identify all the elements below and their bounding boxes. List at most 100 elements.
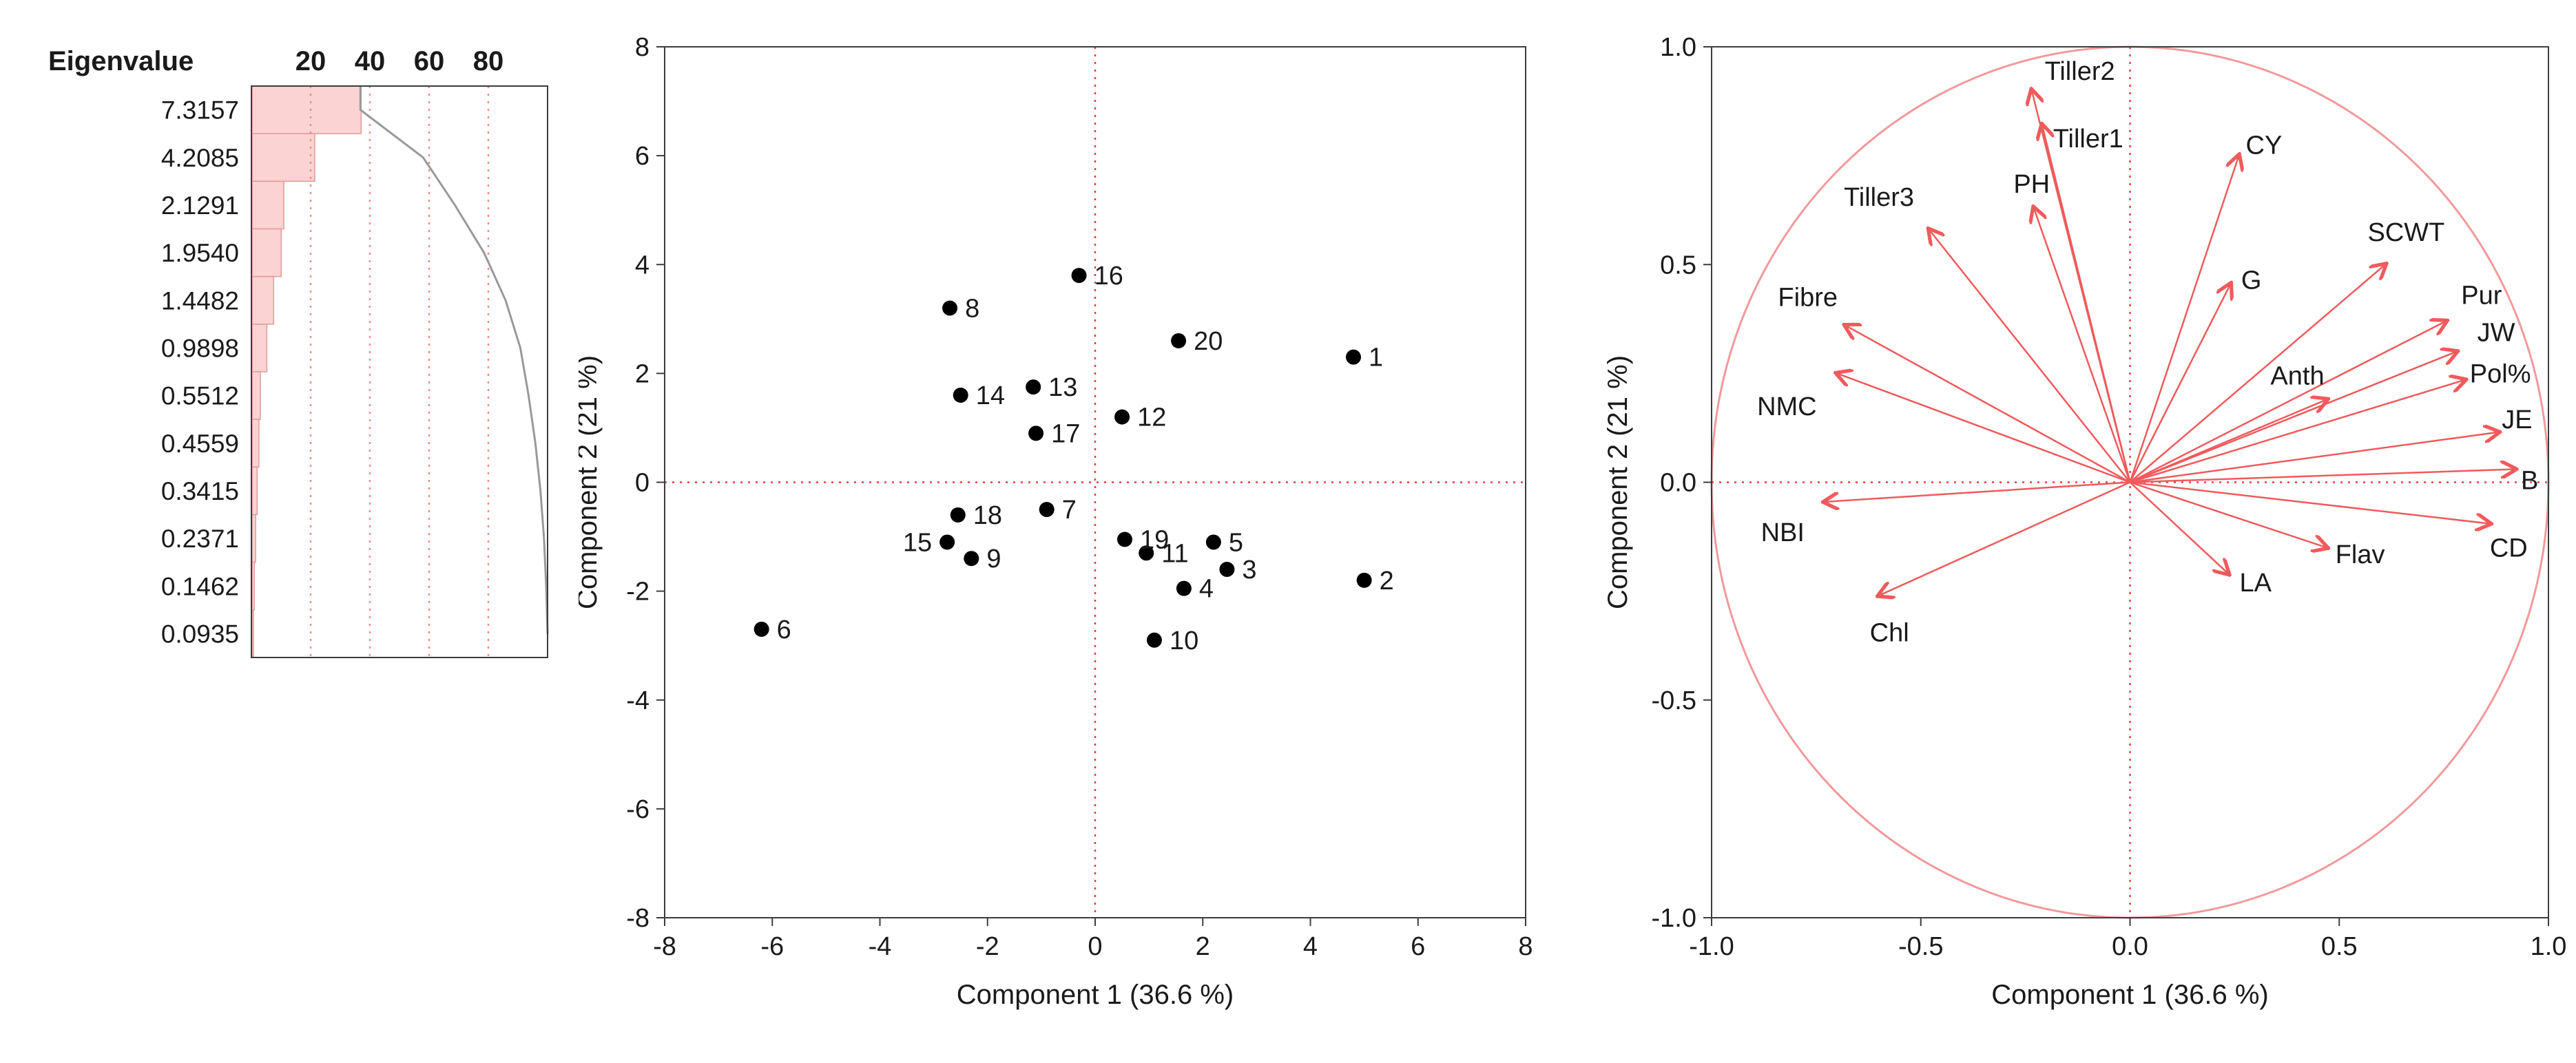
scree-percent-tick-label: 20: [295, 46, 326, 76]
score-point-label: 10: [1170, 627, 1198, 655]
x-tick-label: -1.0: [1689, 932, 1734, 961]
x-tick-label: 1.0: [2531, 932, 2567, 961]
loading-label: PH: [2013, 170, 2050, 199]
y-tick-label: -4: [626, 686, 650, 715]
score-point: [1146, 632, 1162, 648]
y-tick-label: 4: [635, 251, 650, 280]
scree-bar: [251, 561, 255, 611]
eigenvalue-value: 7.3157: [161, 96, 239, 125]
loading-vector: [2130, 481, 2327, 548]
x-axis-title: Component 1 (36.6 %): [957, 980, 1234, 1010]
score-point: [1114, 409, 1130, 425]
loading-label: Tiller1: [2053, 125, 2123, 154]
score-point-label: 1: [1369, 344, 1383, 372]
y-tick-label: -6: [626, 795, 650, 824]
x-tick-label: 0.5: [2321, 932, 2358, 961]
loading-vector: [2130, 432, 2499, 483]
eigenvalue-value: 1.4482: [161, 286, 239, 315]
scree-bar: [251, 133, 315, 182]
x-axis-title: Component 1 (36.6 %): [1991, 980, 2268, 1010]
plot-frame: [664, 46, 1526, 918]
x-tick-label: -4: [869, 932, 892, 961]
loading-vector: [2130, 352, 2457, 483]
eigenvalue-value: 0.4559: [161, 430, 239, 458]
y-tick-label: 8: [635, 33, 650, 62]
score-point-label: 17: [1051, 419, 1080, 448]
y-tick-label: 6: [635, 142, 650, 171]
loading-label: Tiller2: [2045, 57, 2115, 86]
eigenvalue-value: 0.1462: [161, 572, 239, 600]
x-tick-label: -0.5: [1898, 932, 1943, 961]
loading-vector: [2129, 481, 2229, 574]
y-tick-label: -1.0: [1652, 904, 1696, 933]
score-point: [1139, 545, 1154, 561]
loading-vector: [2034, 208, 2131, 483]
score-point: [1071, 268, 1087, 284]
loading-plot-panel: -1.0 -0.5 0.0 0.5 1.0 1.0 0.5 0.0 -0.5 -1.0 Compon…: [1603, 33, 2567, 1010]
score-point: [939, 534, 955, 550]
y-tick-label: 2: [635, 359, 650, 388]
y-axis-title: Component 2 (21 %): [579, 355, 603, 609]
scree-percent-tick-label: 80: [473, 46, 504, 76]
scree-bar: [251, 419, 260, 468]
y-tick-label: 1.0: [1660, 33, 1696, 62]
scree-bar: [251, 228, 282, 277]
x-tick-label: 0.0: [2112, 932, 2148, 961]
loading-label: JW: [2478, 318, 2515, 347]
scree-bar: [251, 180, 284, 230]
loading-label: CD: [2490, 534, 2528, 562]
loading-vector: [1825, 481, 2130, 502]
scree-bar: [251, 514, 256, 563]
scree-percent-tick-label: 60: [414, 46, 445, 76]
score-point-label: 18: [973, 501, 1002, 530]
eigenvalue-value: 2.1291: [161, 191, 239, 220]
loading-vector: [1879, 481, 2131, 596]
score-point: [1356, 572, 1372, 588]
score-point: [950, 507, 966, 523]
score-point-label: 16: [1094, 262, 1123, 291]
loading-label: Flav: [2336, 540, 2385, 569]
loading-label: G: [2241, 266, 2262, 295]
loading-label: Fibre: [1778, 284, 1838, 313]
x-tick-label: -2: [976, 932, 999, 961]
score-point-label: 8: [965, 295, 979, 324]
score-point-label: 15: [903, 528, 932, 557]
score-point-label: 4: [1199, 575, 1214, 604]
score-point-label: 2: [1380, 567, 1394, 596]
score-point: [1026, 379, 1041, 395]
x-tick-label: -8: [653, 932, 676, 961]
eigenvalue-value: 0.0935: [161, 620, 239, 648]
y-tick-label: 0.0: [1660, 469, 1696, 498]
score-point-label: 14: [976, 381, 1005, 410]
score-point-label: 7: [1062, 496, 1077, 525]
eigenvalue-scree-panel: Eigenvalue 20 40 60 80 7.3157 4.2085 2.1291 1.95…: [48, 46, 549, 658]
eigenvalue-value: 4.2085: [161, 144, 239, 172]
score-point-label: 20: [1194, 327, 1223, 356]
loading-label: NMC: [1757, 392, 1817, 421]
score-point-label: 19: [1140, 526, 1169, 555]
scree-bar: [251, 466, 258, 516]
score-point-label: 13: [1048, 373, 1077, 402]
loading-vector: [2042, 125, 2131, 483]
eigenvalue-header: Eigenvalue: [48, 46, 194, 76]
x-tick-label: 6: [1411, 932, 1425, 961]
loading-label: JE: [2502, 406, 2532, 434]
eigenvalue-value: 0.9898: [161, 334, 239, 362]
score-point-label: 12: [1137, 403, 1166, 432]
loading-vector: [2129, 284, 2231, 483]
y-tick-label: 0: [635, 469, 650, 498]
y-tick-label: -8: [626, 904, 650, 933]
loading-vector: [2129, 156, 2239, 483]
loading-vector: [2129, 264, 2386, 483]
score-point-label: 9: [986, 545, 1001, 573]
y-tick-label: -0.5: [1652, 686, 1696, 715]
scree-bar: [251, 371, 261, 420]
x-tick-label: -6: [760, 932, 784, 961]
score-point: [1039, 502, 1055, 518]
loading-label: Tiller3: [1844, 183, 1914, 212]
score-point: [1205, 534, 1221, 550]
loading-vector: [2130, 470, 2515, 483]
score-point-label: 6: [777, 615, 791, 644]
x-tick-label: 2: [1196, 932, 1210, 961]
